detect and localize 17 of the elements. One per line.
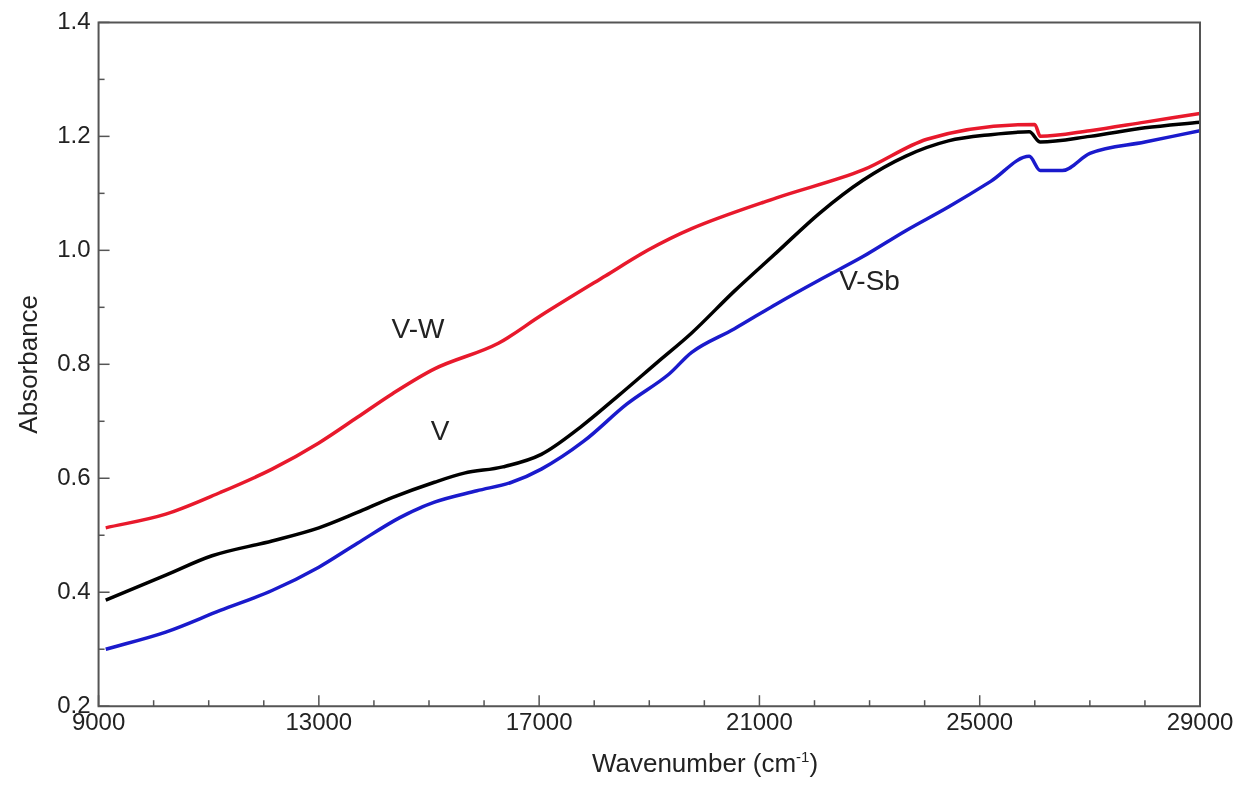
x-tick-label: 25000 (946, 708, 1014, 736)
y-tick-label: 0.8 (57, 348, 91, 376)
y-tick-label: 1.0 (57, 234, 91, 262)
y-tick-label: 0.6 (57, 462, 91, 490)
y-tick-label: 1.4 (57, 7, 91, 35)
x-axis-title: Wavenumber (cm$^{-1}$) (590, 748, 820, 779)
x-tick-label: 29000 (1166, 708, 1234, 736)
annotation: V-W (391, 312, 445, 344)
annotation: V (430, 415, 450, 447)
x-tick-label: 21000 (726, 708, 793, 736)
x-tick-label: 17000 (505, 708, 573, 736)
y-tick-label: 1.2 (57, 120, 91, 148)
line-series (103, 111, 1200, 530)
y-tick-label: 0.4 (57, 576, 91, 604)
annotation: V-Sb (839, 264, 900, 296)
y-axis-title: Absorbance (12, 294, 43, 434)
x-tick-label: 13000 (285, 708, 353, 736)
